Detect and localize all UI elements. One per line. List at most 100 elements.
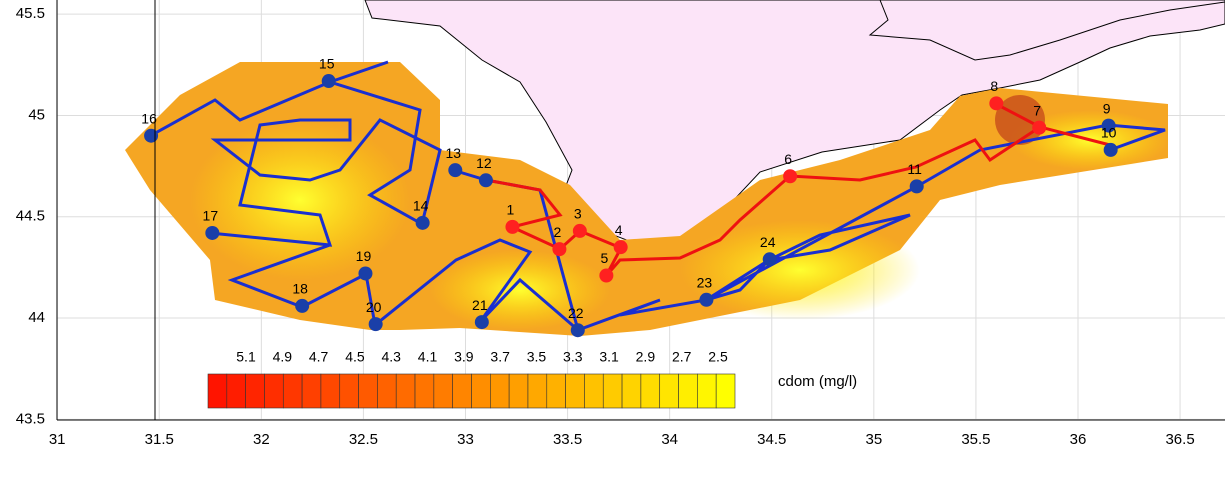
x-tick-label: 33.5 [553, 431, 582, 448]
station-label: 3 [574, 206, 582, 222]
colorbar-cell [301, 373, 322, 409]
y-tick-label: 44 [28, 309, 45, 326]
colorbar-cell [282, 373, 303, 409]
station-label: 22 [568, 305, 584, 321]
colorbar-tick-label: 3.9 [454, 349, 474, 365]
colorbar-cell [659, 373, 679, 409]
land [364, 0, 1225, 246]
colorbar-cell [414, 373, 435, 409]
colorbar-cell [546, 373, 566, 409]
colorbar-tick-label: 3.1 [599, 349, 619, 365]
station-label: 1 [507, 202, 515, 218]
x-tick-label: 31 [49, 431, 66, 448]
colorbar-tick-label: 2.5 [708, 349, 728, 365]
colorbar-tick-label: 3.3 [563, 349, 583, 365]
station [368, 317, 383, 332]
coastline [868, 0, 1225, 61]
station [448, 163, 463, 178]
colorbar-tick-label: 4.7 [309, 349, 329, 365]
station [699, 292, 714, 307]
station [570, 323, 585, 338]
station-label: 17 [203, 208, 219, 224]
colorbar-cell [678, 373, 698, 409]
cdom-low [680, 220, 920, 320]
station-label: 20 [366, 299, 382, 315]
y-tick-label: 43.5 [16, 410, 45, 427]
colorbar-cell [471, 373, 491, 409]
station [205, 225, 220, 240]
station [144, 128, 159, 143]
cdom-low [430, 250, 610, 330]
x-tick-label: 36 [1070, 431, 1087, 448]
y-tick-label: 45.5 [16, 5, 45, 22]
colorbar-cell [264, 373, 284, 409]
y-tick-label: 44.5 [16, 208, 45, 225]
colorbar-cell [565, 373, 585, 409]
x-tick-label: 32 [253, 431, 270, 448]
station [989, 96, 1004, 111]
station [358, 266, 373, 281]
colorbar-tick-label: 3.5 [527, 349, 547, 365]
colorbar: 5.1 4.9 4.7 4.5 4.3 4.1 3.9 3.7 3.5 3.3 3.1 2.9 2.7 2… [207, 349, 736, 409]
colorbar-cell [490, 373, 510, 409]
station [415, 215, 430, 230]
colorbar-cell [715, 373, 736, 409]
station-label: 16 [141, 110, 157, 126]
station-label: 11 [907, 161, 922, 177]
colorbar-cell [320, 373, 341, 409]
cdom-field [125, 62, 1168, 336]
x-tick-label: 33 [457, 431, 474, 448]
y-tick-label: 45 [28, 106, 45, 123]
station-label: 10 [1101, 125, 1117, 141]
x-tick-label: 35 [865, 431, 882, 448]
station [552, 242, 567, 257]
x-tick-label: 35.5 [961, 431, 990, 448]
station-label: 21 [472, 297, 488, 313]
station-label: 9 [1103, 100, 1111, 116]
station-label: 6 [784, 151, 792, 167]
station-label: 14 [413, 198, 429, 214]
station [505, 219, 520, 234]
station-label: 4 [615, 222, 623, 238]
station-label: 23 [697, 275, 713, 291]
station-label: 2 [554, 224, 562, 240]
station [613, 240, 628, 255]
colorbar-cell [640, 373, 661, 409]
station [599, 268, 614, 283]
station-label: 18 [292, 281, 308, 297]
track-west [149, 60, 579, 332]
station-label: 15 [319, 56, 335, 72]
colorbar-tick-label: 4.9 [273, 349, 293, 365]
colorbar-tick-label: 2.9 [636, 349, 656, 365]
station [762, 252, 777, 267]
colorbar-label: cdom (mg/l) [778, 373, 857, 390]
track-red [485, 102, 1111, 277]
station [1103, 142, 1118, 157]
station [295, 298, 310, 313]
colorbar-cell [584, 373, 604, 409]
colorbar-tick-label: 5.1 [236, 349, 256, 365]
colorbar-cell [602, 373, 623, 409]
station-label: 24 [760, 234, 776, 250]
station [478, 173, 493, 188]
colorbar-cell [697, 373, 717, 409]
colorbar-cell [508, 373, 529, 409]
station-label: 13 [446, 145, 462, 161]
station-label: 8 [990, 78, 998, 94]
station-label: 12 [476, 155, 492, 171]
colorbar-cell [621, 373, 642, 409]
colorbar-cell [395, 373, 416, 409]
x-tick-label: 34.5 [757, 431, 786, 448]
station [1101, 118, 1116, 133]
station [1032, 120, 1047, 135]
colorbar-cell [226, 373, 246, 409]
x-tick-label: 36.5 [1165, 431, 1194, 448]
station [783, 169, 798, 184]
colorbar-cell [339, 373, 359, 409]
station [572, 223, 587, 238]
colorbar-cell [527, 373, 548, 409]
colorbar-tick-label: 4.1 [418, 349, 438, 365]
colorbar-cell [358, 373, 378, 409]
colorbar-cell [452, 373, 472, 409]
